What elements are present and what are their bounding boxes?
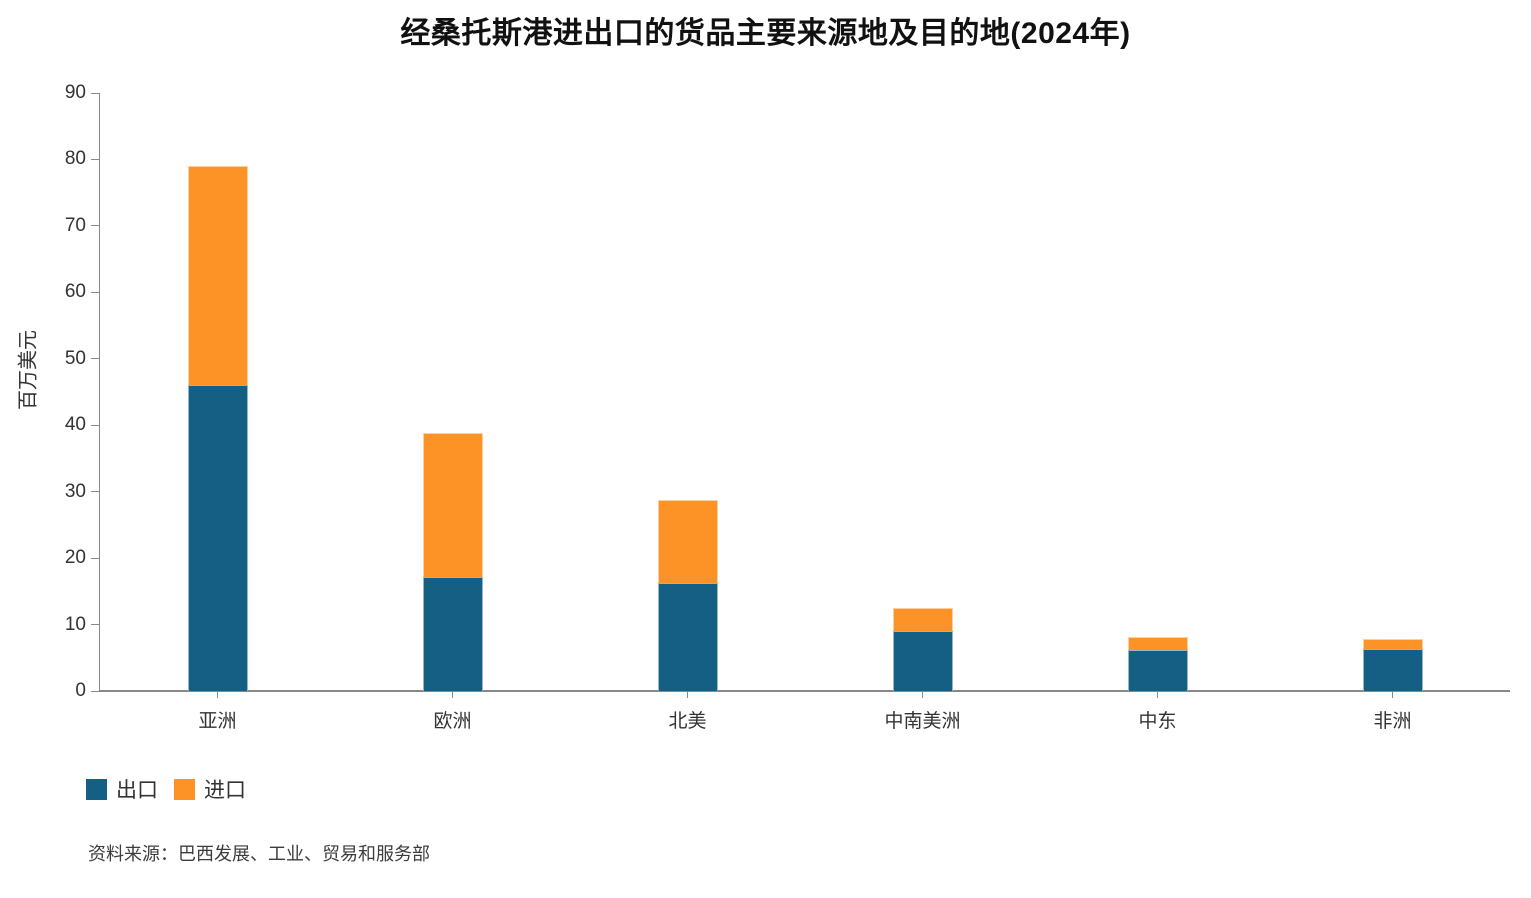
x-tick-中东 <box>1157 691 1158 698</box>
y-tick-50 <box>91 358 99 360</box>
bar-segment-中东-出口[interactable] <box>1127 649 1188 691</box>
x-category-label-中东: 中东 <box>1138 711 1177 732</box>
legend-label-export: 出口 <box>116 779 158 802</box>
bar-segment-非洲-进口[interactable] <box>1362 639 1423 650</box>
x-category-label-非洲: 非洲 <box>1373 711 1412 732</box>
y-tick-label-50: 50 <box>64 347 86 369</box>
y-tick-label-30: 30 <box>64 480 86 502</box>
x-category-label-北美: 北美 <box>668 711 707 732</box>
y-tick-70 <box>91 225 99 227</box>
x-tick-中南美洲 <box>922 691 923 698</box>
legend: 出口 进口 <box>86 774 246 804</box>
bar-segment-亚洲-进口[interactable] <box>187 166 248 386</box>
y-tick-10 <box>91 624 99 626</box>
x-category-label-欧洲: 欧洲 <box>433 711 472 732</box>
y-tick-label-70: 70 <box>64 214 86 236</box>
x-tick-亚洲 <box>217 691 218 698</box>
y-axis-title: 百万美元 <box>17 330 40 410</box>
bar-segment-非洲-出口[interactable] <box>1362 649 1423 691</box>
y-tick-40 <box>91 424 99 426</box>
bar-segment-北美-进口[interactable] <box>657 499 718 583</box>
legend-item-import[interactable]: 进口 <box>174 774 246 804</box>
plot-area: 0 10 20 30 40 50 60 70 80 90 亚洲 欧洲 北美 中南美洲 中东 非洲 <box>65 82 1510 732</box>
x-category-label-中南美洲: 中南美洲 <box>884 711 961 732</box>
bar-segment-中南美洲-进口[interactable] <box>892 607 953 632</box>
x-category-label-亚洲: 亚洲 <box>198 711 237 732</box>
y-tick-label-10: 10 <box>64 613 86 635</box>
legend-item-export[interactable]: 出口 <box>86 774 158 804</box>
y-tick-label-80: 80 <box>64 148 86 170</box>
y-tick-label-0: 0 <box>75 680 86 701</box>
y-tick-80 <box>91 158 99 160</box>
y-tick-label-40: 40 <box>64 414 86 436</box>
y-tick-label-90: 90 <box>64 82 86 103</box>
x-tick-北美 <box>687 691 688 698</box>
y-tick-label-60: 60 <box>64 281 86 303</box>
x-axis-line <box>99 690 1510 692</box>
x-tick-欧洲 <box>452 691 453 698</box>
y-tick-30 <box>91 491 99 493</box>
bar-segment-北美-出口[interactable] <box>657 582 718 691</box>
y-tick-0 <box>91 690 99 692</box>
y-tick-60 <box>91 291 99 293</box>
bar-segment-中东-进口[interactable] <box>1127 637 1188 650</box>
x-tick-非洲 <box>1392 691 1393 698</box>
y-axis-line <box>99 93 100 691</box>
bar-segment-欧洲-出口[interactable] <box>422 577 483 691</box>
legend-label-import: 进口 <box>204 779 246 802</box>
y-tick-20 <box>91 557 99 559</box>
source-note: 资料来源：巴西发展、工业、贸易和服务部 <box>88 844 430 864</box>
legend-swatch-import <box>174 778 195 800</box>
bar-segment-中南美洲-出口[interactable] <box>892 631 953 691</box>
y-tick-label-20: 20 <box>64 547 86 569</box>
chart-title: 经桑托斯港进出口的货品主要来源地及目的地(2024年) <box>400 17 1131 50</box>
y-tick-90 <box>91 92 99 94</box>
legend-swatch-export <box>86 778 107 800</box>
bar-segment-亚洲-出口[interactable] <box>187 385 248 691</box>
bar-segment-欧洲-进口[interactable] <box>422 433 483 578</box>
